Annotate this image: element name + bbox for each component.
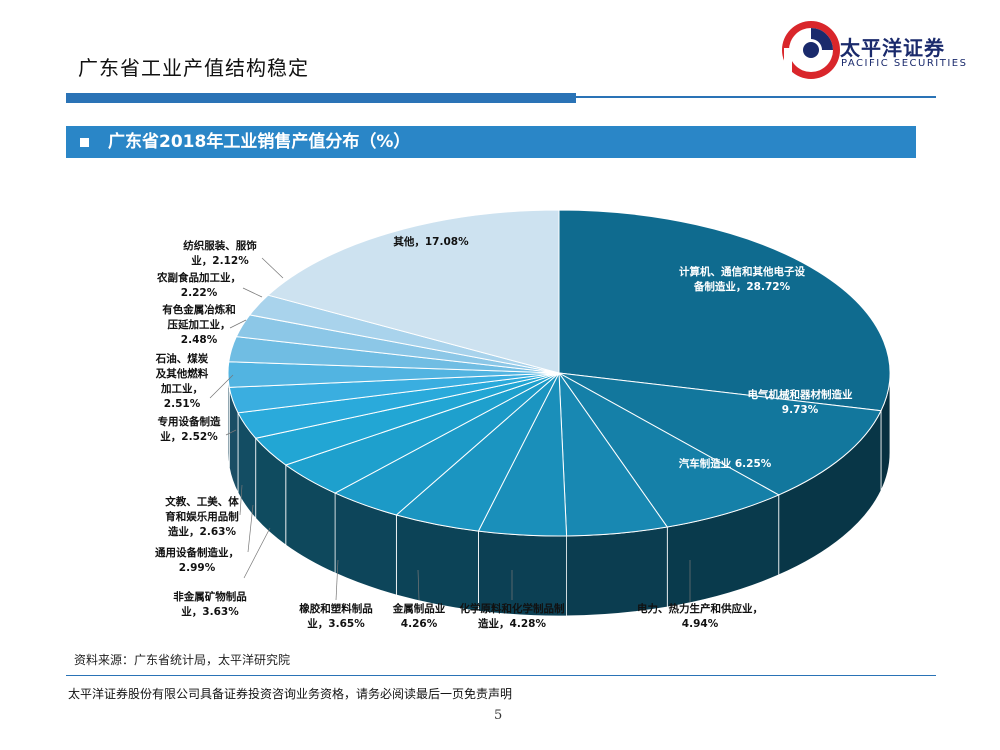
leader-line-8 (247, 504, 254, 553)
source-note: 资料来源：广东省统计局，太平洋研究院 (74, 653, 291, 667)
slice-label-0: 计算机、通信和其他电子设备制造业，28.72% (679, 265, 805, 293)
slice-label-4: 化学原料和化学制品制造业，4.28% (460, 602, 565, 630)
logo-text-en: PACIFIC SECURITIES (841, 58, 968, 69)
disclaimer-text: 太平洋证券股份有限公司具备证券投资咨询业务资格，请务必阅读最后一页免责声明 (68, 687, 513, 701)
pie-labels: 计算机、通信和其他电子设备制造业，28.72% 电气机械和器材制造业 9.73% 汽车… (155, 235, 853, 630)
slice-label-8: 通用设备制造业， 2.99% (155, 546, 239, 574)
section-header-text: 广东省2018年工业销售产值分布（%） (108, 132, 411, 152)
company-logo (782, 21, 840, 79)
leader-line-6 (335, 559, 339, 601)
pie-slice-1 (558, 372, 882, 496)
slice-label-2: 汽车制造业 6.25% (679, 457, 772, 470)
logo-text-cn: 太平洋证券 (840, 36, 945, 60)
pie-chart: 计算机、通信和其他电子设备制造业，28.72% 电气机械和器材制造业 9.73% 汽车… (155, 209, 891, 630)
slice-label-1: 电气机械和器材制造业 9.73% (748, 388, 853, 416)
slice-label-9: 文教、工美、体育和娱乐用品制造业，2.63% (164, 495, 239, 538)
slice-label-13: 农副食品加工业， 2.22% (156, 271, 241, 299)
bullet-square-icon (80, 138, 89, 147)
pie-top-faces (227, 209, 891, 537)
leader-line-13 (242, 287, 263, 298)
slice-label-7: 非金属矿物制品业，3.63% (173, 590, 247, 618)
slice-label-3: 电力、热力生产和供应业， 4.94% (637, 602, 763, 630)
slice-label-6: 橡胶和塑料制品业，3.65% (299, 602, 373, 630)
slice-label-14: 纺织服装、服饰业，2.12% (183, 239, 257, 267)
page-number: 5 (494, 708, 503, 723)
slice-label-12: 有色金属冶炼和压延加工业， 2.48% (162, 303, 236, 346)
pie-chart-container: 计算机、通信和其他电子设备制造业，28.72% 电气机械和器材制造业 9.73% 汽车… (0, 160, 1000, 650)
pie-slice-2 (558, 372, 780, 528)
header-rule-light (576, 96, 936, 98)
header-rule-dark (66, 93, 576, 103)
page-title: 广东省工业产值结构稳定 (78, 56, 309, 80)
leader-line-5 (417, 569, 420, 601)
section-header: 广东省2018年工业销售产值分布（%） (66, 126, 916, 158)
slice-label-15: 其他，17.08% (393, 235, 469, 248)
leader-line-12 (229, 319, 247, 329)
leader-line-14 (261, 257, 284, 279)
slice-label-10: 专用设备制造业，2.52% (158, 415, 221, 443)
leader-line-9 (239, 484, 243, 516)
leader-line-7 (243, 527, 271, 579)
pie-slice-15 (267, 209, 560, 374)
slice-label-5: 金属制品业 4.26% (392, 602, 446, 630)
leader-line-10 (225, 429, 237, 436)
leader-line-11 (209, 374, 234, 399)
footer-rule (66, 675, 936, 676)
slice-label-11: 石油、煤炭及其他燃料加工业， 2.51% (155, 352, 209, 410)
pie-slice-0 (558, 209, 891, 412)
